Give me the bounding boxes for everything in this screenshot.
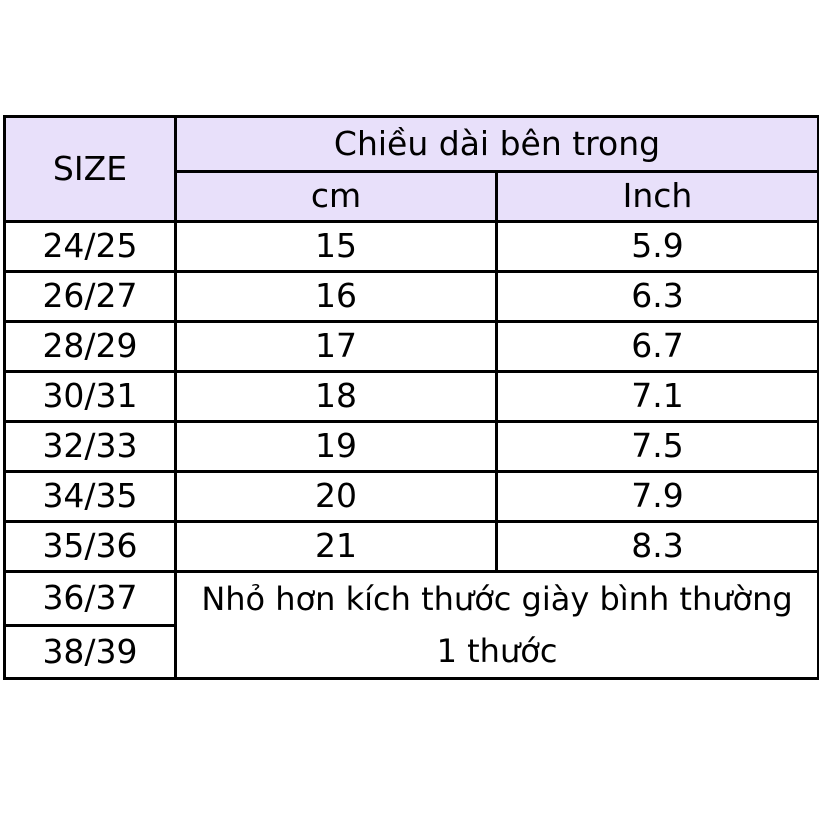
- table-row: 28/29 17 6.7: [3, 320, 819, 373]
- cm-cell: 17: [174, 320, 498, 373]
- table-row: 30/31 18 7.1: [3, 370, 819, 423]
- size-cell: 34/35: [3, 470, 177, 523]
- cm-cell: 15: [174, 220, 498, 273]
- note-line-2: 1 thước: [436, 632, 558, 670]
- size-cell: 28/29: [3, 320, 177, 373]
- size-header: SIZE: [3, 115, 177, 223]
- size-cell: 36/37: [3, 570, 177, 627]
- table-row: 32/33 19 7.5: [3, 420, 819, 473]
- inner-length-header: Chiều dài bên trong: [174, 115, 819, 173]
- size-chart-table: SIZE Chiều dài bên trong cm Inch 24/25 15…: [3, 115, 819, 680]
- inch-cell: 7.9: [495, 470, 819, 523]
- inch-cell: 6.7: [495, 320, 819, 373]
- cm-header: cm: [174, 170, 498, 223]
- size-cell: 35/36: [3, 520, 177, 573]
- inch-header: Inch: [495, 170, 819, 223]
- table-row: 34/35 20 7.9: [3, 470, 819, 523]
- inch-cell: 7.5: [495, 420, 819, 473]
- size-cell: 24/25: [3, 220, 177, 273]
- table-row: 26/27 16 6.3: [3, 270, 819, 323]
- table-row: 24/25 15 5.9: [3, 220, 819, 273]
- size-cell: 26/27: [3, 270, 177, 323]
- size-cell: 30/31: [3, 370, 177, 423]
- size-cell: 38/39: [3, 623, 177, 680]
- cm-cell: 16: [174, 270, 498, 323]
- inch-cell: 7.1: [495, 370, 819, 423]
- cm-cell: 21: [174, 520, 498, 573]
- inch-cell: 5.9: [495, 220, 819, 273]
- note-line-1: Nhỏ hơn kích thước giày bình thường: [201, 580, 793, 618]
- note-cell: Nhỏ hơn kích thước giày bình thường 1 th…: [174, 570, 819, 680]
- inch-cell: 6.3: [495, 270, 819, 323]
- cm-cell: 19: [174, 420, 498, 473]
- cm-cell: 18: [174, 370, 498, 423]
- table-row: 35/36 21 8.3: [3, 520, 819, 573]
- cm-cell: 20: [174, 470, 498, 523]
- size-cell: 32/33: [3, 420, 177, 473]
- inch-cell: 8.3: [495, 520, 819, 573]
